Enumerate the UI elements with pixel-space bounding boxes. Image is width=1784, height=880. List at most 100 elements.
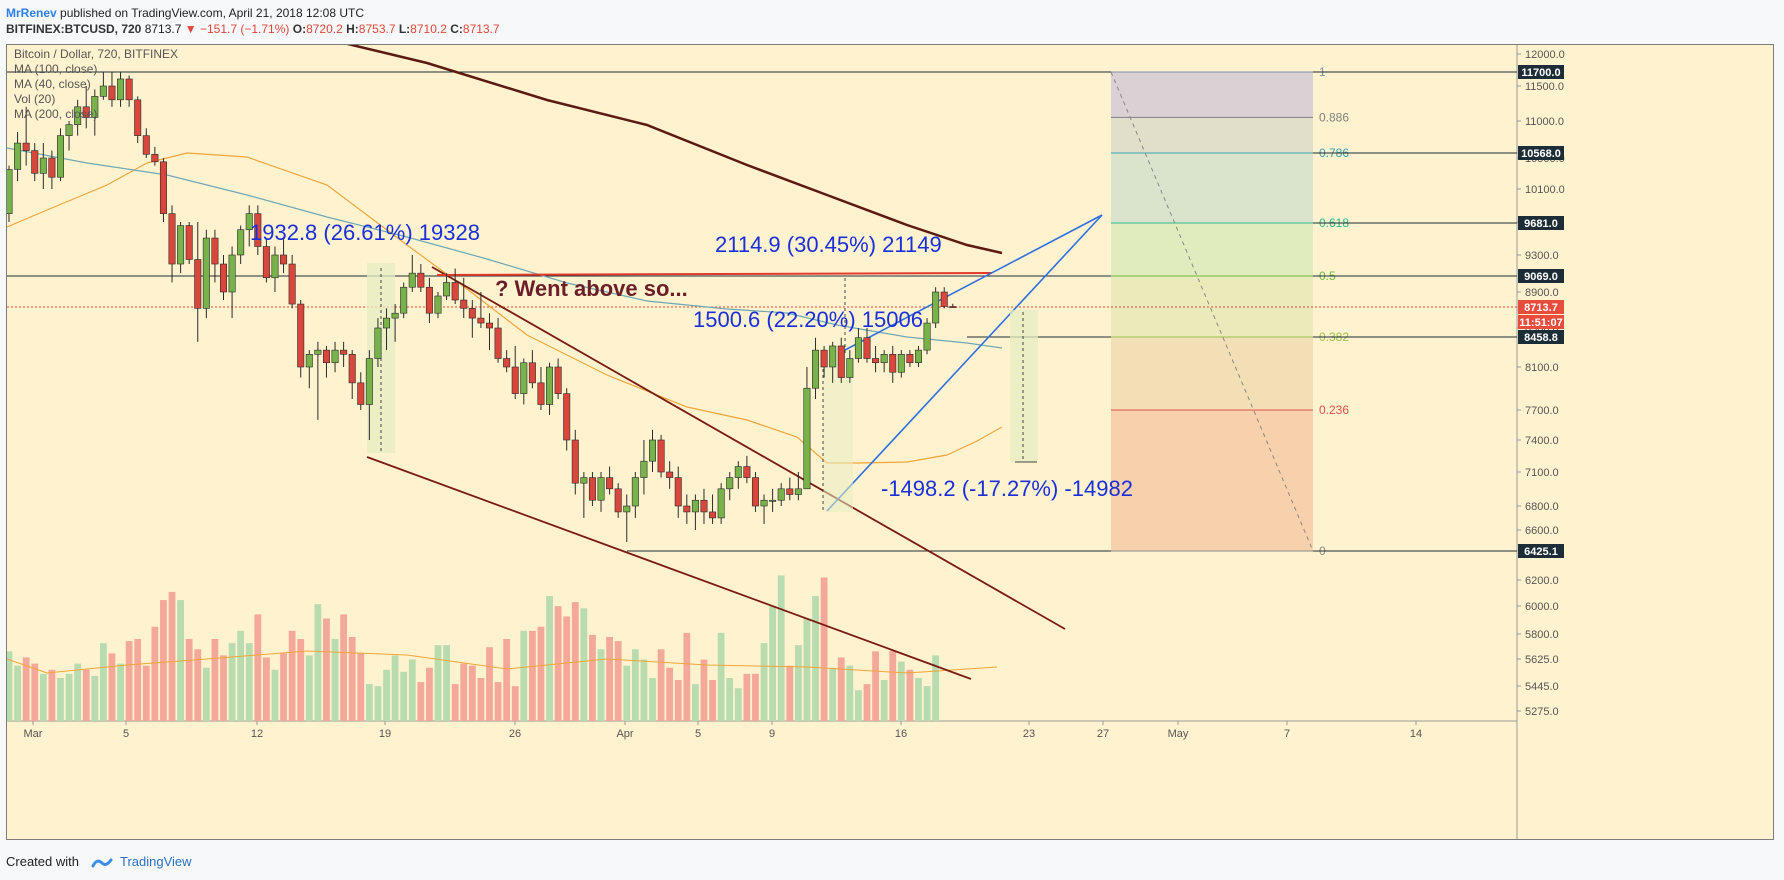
volume-bar bbox=[434, 645, 442, 721]
volume-bar bbox=[400, 671, 408, 721]
time-tick-label: 9 bbox=[769, 728, 775, 740]
candle-body bbox=[159, 161, 167, 214]
fib-zone bbox=[1111, 153, 1313, 223]
candle-body bbox=[365, 358, 373, 405]
fib-level-label: 0.886 bbox=[1319, 110, 1349, 124]
candle-body bbox=[477, 317, 485, 324]
volume-bar bbox=[117, 663, 124, 721]
candle-body bbox=[108, 85, 116, 101]
candle-body bbox=[674, 477, 682, 507]
candle-body bbox=[400, 286, 408, 314]
candle-body bbox=[691, 499, 699, 513]
measure-label-2: 2114.9 (30.45%) 21149 bbox=[715, 232, 942, 257]
last-price: 8713.7 bbox=[144, 22, 182, 36]
price-tick-label: 11000.0 bbox=[1525, 116, 1564, 128]
price-tick-label: 7700.0 bbox=[1525, 405, 1559, 417]
candle-body bbox=[14, 142, 22, 170]
volume-bar bbox=[692, 684, 699, 721]
volume-bar bbox=[365, 684, 373, 721]
price-tag-label: 10568.0 bbox=[1521, 148, 1561, 160]
candle-body bbox=[503, 358, 511, 368]
volume-bar bbox=[151, 626, 159, 721]
price-change: −151.7 (−1.71%) bbox=[199, 22, 290, 36]
candle-body bbox=[546, 366, 554, 405]
candle-body bbox=[425, 286, 433, 314]
candle-body bbox=[520, 362, 528, 394]
publish-text: published on TradingView.com, April 21, … bbox=[60, 6, 364, 20]
candle-body bbox=[211, 237, 219, 265]
volume-bar bbox=[743, 673, 751, 721]
candle-body bbox=[125, 78, 133, 101]
time-tick-label: 5 bbox=[123, 728, 129, 740]
chart-panel[interactable]: 1 0.886 0.786 0.618 0.5 0.382 0.236 0 12000.0 11… bbox=[6, 44, 1774, 840]
candle-body bbox=[314, 349, 322, 355]
volume-bar bbox=[674, 680, 682, 721]
volume-bar bbox=[297, 639, 305, 721]
candle-body bbox=[151, 154, 159, 163]
volume-bar bbox=[194, 649, 202, 721]
candle-body bbox=[134, 99, 142, 136]
volume-bar bbox=[125, 641, 133, 721]
candle-body bbox=[39, 157, 47, 174]
price-tick-label: 6200.0 bbox=[1525, 575, 1559, 587]
price-tag-label: 11:51:07 bbox=[1519, 317, 1562, 329]
volume-bar bbox=[511, 686, 519, 721]
tradingview-brand[interactable]: TradingView bbox=[120, 854, 192, 869]
measure-label-3: 1500.6 (22.20%) 15006 bbox=[693, 307, 923, 332]
candle-body bbox=[194, 259, 202, 309]
fib-zone bbox=[1111, 337, 1313, 410]
candle-body bbox=[709, 511, 717, 519]
legend-ma40[interactable]: MA (40, close) bbox=[14, 77, 91, 91]
candle-body bbox=[331, 349, 339, 364]
volume-bar bbox=[606, 636, 613, 721]
volume-bar bbox=[323, 618, 330, 721]
volume-bar bbox=[803, 618, 811, 721]
candle-body bbox=[262, 246, 270, 279]
legend-ma200[interactable]: MA (200, close) bbox=[14, 107, 98, 121]
volume-bar bbox=[932, 655, 940, 721]
volume-bar bbox=[589, 634, 596, 721]
annotations[interactable]: 1932.8 (26.61%) 19328 2114.9 (30.45%) 211… bbox=[250, 220, 1133, 501]
candle-body bbox=[571, 439, 579, 484]
wedge-upper-line bbox=[844, 214, 1103, 351]
price-tag-box bbox=[1518, 216, 1564, 230]
volume-bar bbox=[717, 632, 725, 721]
price-tick-label: 8900.0 bbox=[1525, 287, 1559, 299]
legend-vol[interactable]: Vol (20) bbox=[14, 92, 56, 106]
candle-body bbox=[588, 477, 596, 501]
down-triangle-icon: ▼ bbox=[184, 22, 197, 36]
volume-bar bbox=[451, 684, 459, 721]
volume-bar bbox=[263, 657, 270, 721]
volume-bar bbox=[563, 616, 571, 721]
candle-body bbox=[614, 488, 622, 513]
volume-bar bbox=[794, 645, 802, 721]
price-tag-box bbox=[1518, 65, 1564, 79]
candle-body bbox=[228, 254, 236, 293]
volume-bar bbox=[734, 688, 742, 721]
volume-bar bbox=[906, 669, 914, 721]
volume-bar bbox=[597, 649, 605, 721]
volume-bar bbox=[237, 630, 245, 721]
candle-body bbox=[340, 349, 348, 355]
candle-body bbox=[794, 488, 802, 495]
candle-body bbox=[932, 291, 940, 324]
volume-bar bbox=[7, 651, 13, 721]
candle-body bbox=[202, 237, 210, 309]
volume-bar bbox=[271, 669, 279, 721]
candle-body bbox=[906, 353, 914, 364]
candle-body bbox=[880, 353, 888, 364]
volume-bar bbox=[709, 680, 716, 721]
volume-bar bbox=[14, 665, 21, 721]
fib-zone bbox=[1111, 72, 1313, 118]
price-tag-box bbox=[1518, 300, 1564, 314]
volume-bar bbox=[631, 649, 639, 721]
symbol-line: BITFINEX:BTCUSD, 720 bbox=[6, 22, 142, 36]
legend-ma100[interactable]: MA (100, close) bbox=[14, 62, 98, 76]
author-link[interactable]: MrRenev bbox=[6, 6, 57, 20]
measure-box-4 bbox=[1010, 310, 1038, 462]
volume-bar bbox=[142, 665, 150, 721]
volume-bar bbox=[48, 669, 56, 721]
price-tick-label: 5445.0 bbox=[1525, 681, 1559, 693]
